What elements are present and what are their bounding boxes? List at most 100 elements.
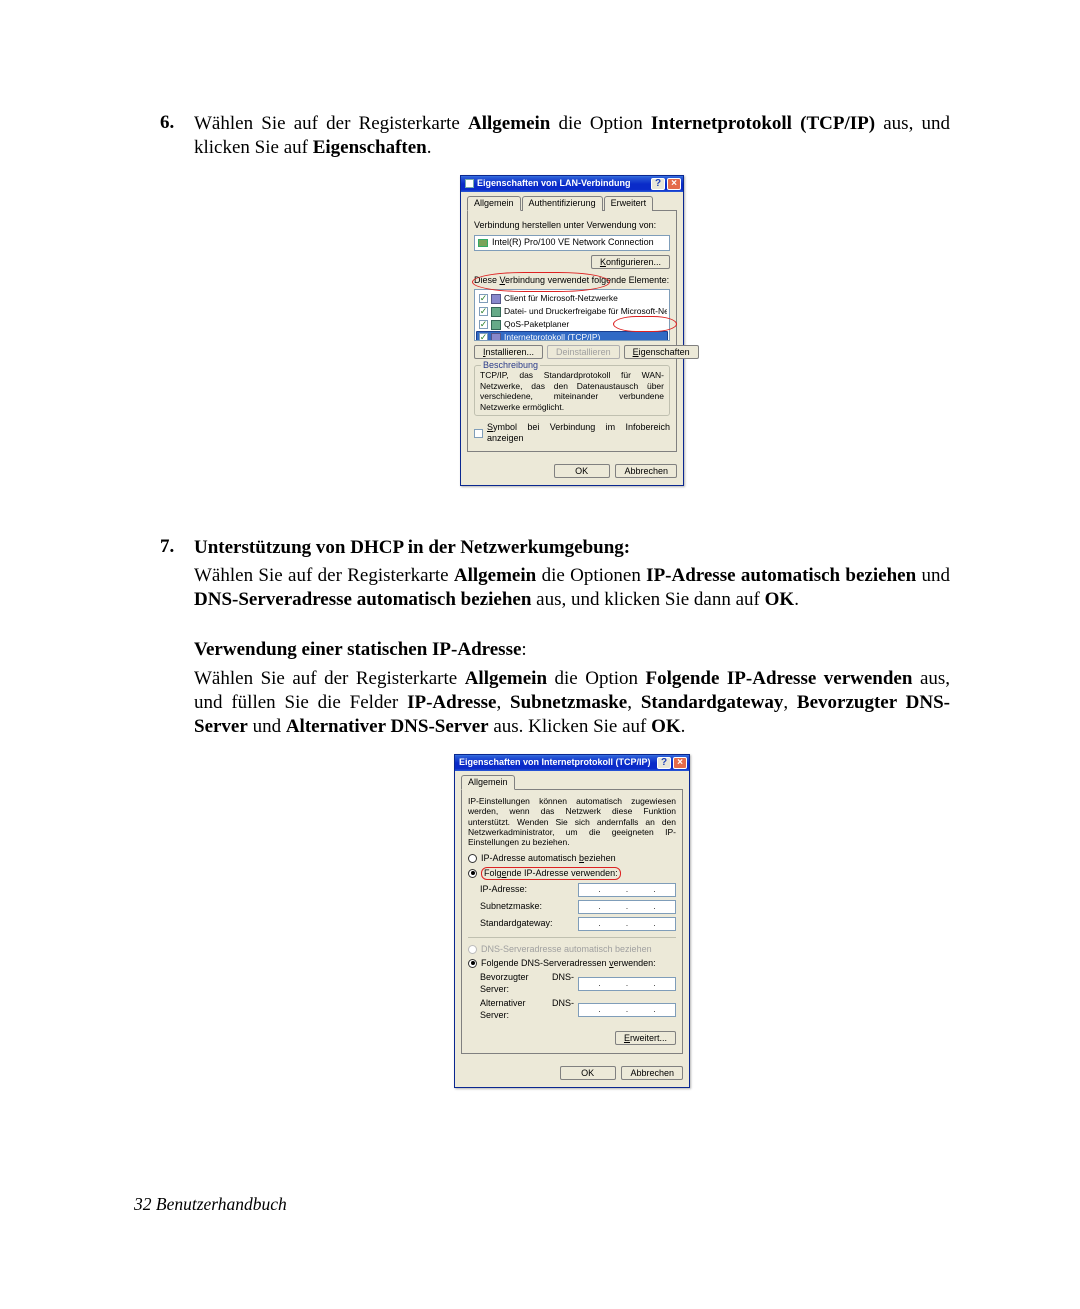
preferred-dns-input[interactable]: . . . — [578, 977, 676, 991]
step-7-subheading: Verwendung einer statischen IP-Adresse — [194, 639, 521, 660]
bold: IP-Adresse automatisch beziehen — [646, 565, 916, 586]
tab-allgemein[interactable]: Allgemein — [467, 196, 521, 212]
tab-panel: Verbindung herstellen unter Verwendung v… — [467, 210, 677, 452]
subnet-mask-input[interactable]: . . . — [578, 900, 676, 914]
bold: OK — [765, 589, 795, 610]
list-item-label: Internetprotokoll (TCP/IP) — [504, 332, 600, 341]
radio-label: DNS-Serveradresse automatisch beziehen — [481, 944, 652, 956]
bold: Folgende IP-Adresse verwenden — [646, 668, 913, 689]
step-7-heading: Unterstützung von DHCP in der Netzwerkum… — [194, 537, 630, 558]
ok-button[interactable]: OK — [560, 1066, 616, 1080]
dns1-label: Bevorzugter DNS-Server: — [480, 972, 574, 995]
radio-static-dns[interactable]: Folgende DNS-Serveradressen verwenden: — [468, 958, 676, 970]
tab-strip: Allgemein Authentifizierung Erweitert — [467, 196, 677, 212]
alternate-dns-input[interactable]: . . . — [578, 1003, 676, 1017]
close-button[interactable]: × — [667, 178, 681, 190]
ok-button[interactable]: OK — [554, 464, 610, 478]
description-legend: Beschreibung — [481, 360, 540, 372]
component-icon — [491, 307, 501, 317]
titlebar: Eigenschaften von LAN-Verbindung ? × — [461, 176, 683, 192]
uses-label: Diese Verbindung verwendet folgende Elem… — [474, 275, 670, 287]
text: die Optionen — [542, 565, 647, 586]
checkbox-icon[interactable]: ✓ — [479, 320, 488, 329]
nic-icon — [478, 239, 488, 247]
bold: Allgemein — [454, 565, 536, 586]
step-6: 6. Wählen Sie auf der Registerkarte Allg… — [160, 112, 950, 514]
bold: OK — [651, 716, 681, 737]
dialog-buttons: OK Abbrechen — [461, 458, 683, 485]
components-list[interactable]: ✓ Client für Microsoft-Netzwerke ✓ Datei… — [474, 289, 670, 341]
radio-label: Folgende IP-Adresse verwenden: — [481, 867, 621, 881]
radio-auto-ip[interactable]: IP-Adresse automatisch beziehen — [468, 853, 676, 865]
bold: Subnetzmaske — [510, 692, 627, 713]
description-text: TCP/IP, das Standardprotokoll für WAN-Ne… — [480, 370, 664, 413]
text: aus. Klicken Sie auf — [493, 716, 651, 737]
bold: Internetprotokoll (TCP/IP) — [651, 113, 875, 134]
tab-panel: IP-Einstellungen können automatisch zuge… — [461, 789, 683, 1054]
close-button[interactable]: × — [673, 757, 687, 769]
window-title: Eigenschaften von Internetprotokoll (TCP… — [459, 757, 651, 769]
checkbox-icon[interactable]: ✓ — [479, 294, 488, 303]
checkbox-icon[interactable]: ✓ — [479, 307, 488, 316]
step-7: 7. Unterstützung von DHCP in der Netzwer… — [160, 536, 950, 1117]
step-6-body: Wählen Sie auf der Registerkarte Allgeme… — [194, 112, 950, 514]
radio-label: IP-Adresse automatisch beziehen — [481, 853, 616, 865]
list-item-selected[interactable]: ✓ Internetprotokoll (TCP/IP) — [476, 331, 668, 341]
text: Wählen Sie auf der Registerkarte — [194, 113, 468, 134]
cancel-button[interactable]: Abbrechen — [621, 1066, 683, 1080]
help-button[interactable]: ? — [651, 178, 665, 190]
checkbox-icon[interactable]: ✓ — [479, 333, 488, 341]
ip-address-input[interactable]: . . . — [578, 883, 676, 897]
text: die Option — [555, 668, 646, 689]
text: Wählen Sie auf der Registerkarte — [194, 565, 454, 586]
dialog-buttons: OK Abbrechen — [455, 1060, 689, 1087]
lan-properties-dialog: Eigenschaften von LAN-Verbindung ? × All… — [460, 175, 684, 486]
adapter-field[interactable]: Intel(R) Pro/100 VE Network Connection — [474, 235, 670, 251]
text: . — [427, 137, 432, 158]
advanced-button[interactable]: Erweitert... — [615, 1031, 676, 1045]
radio-icon — [468, 854, 477, 863]
text: die Option — [559, 113, 651, 134]
bold: Eigenschaften — [313, 137, 427, 158]
text: aus, und klicken Sie dann auf — [536, 589, 764, 610]
radio-static-ip[interactable]: Folgende IP-Adresse verwenden: — [468, 867, 676, 881]
install-button[interactable]: Installieren... — [474, 345, 543, 359]
titlebar: Eigenschaften von Internetprotokoll (TCP… — [455, 755, 689, 771]
list-item-label: QoS-Paketplaner — [504, 319, 569, 330]
configure-button[interactable]: Konfigurieren... — [591, 255, 670, 269]
radio-auto-dns: DNS-Serveradresse automatisch beziehen — [468, 944, 676, 956]
list-item[interactable]: ✓ Datei- und Druckerfreigabe für Microso… — [476, 305, 668, 318]
gateway-label: Standardgateway: — [480, 918, 574, 930]
bold: DNS-Serveradresse automatisch beziehen — [194, 589, 531, 610]
list-item[interactable]: ✓ Client für Microsoft-Netzwerke — [476, 292, 668, 305]
properties-button[interactable]: Eigenschaften — [624, 345, 699, 359]
info-paragraph: IP-Einstellungen können automatisch zuge… — [468, 796, 676, 847]
adapter-name: Intel(R) Pro/100 VE Network Connection — [492, 237, 654, 249]
radio-icon — [468, 945, 477, 954]
radio-icon — [468, 959, 477, 968]
document-page: 6. Wählen Sie auf der Registerkarte Allg… — [0, 0, 1080, 1198]
text: , — [783, 692, 797, 713]
description-group: Beschreibung TCP/IP, das Standardprotoko… — [474, 365, 670, 416]
gateway-input[interactable]: . . . — [578, 917, 676, 931]
step-number: 7. — [160, 536, 194, 1117]
bold: Standardgateway — [641, 692, 784, 713]
tab-authentifizierung[interactable]: Authentifizierung — [522, 196, 603, 212]
page-footer: 32 Benutzerhandbuch — [134, 1194, 287, 1215]
list-item[interactable]: ✓ QoS-Paketplaner — [476, 318, 668, 331]
tab-erweitert[interactable]: Erweitert — [604, 196, 654, 212]
step-7-body: Unterstützung von DHCP in der Netzwerkum… — [194, 536, 950, 1117]
radio-icon — [468, 869, 477, 878]
mask-label: Subnetzmaske: — [480, 901, 574, 913]
step-number: 6. — [160, 112, 194, 514]
tab-allgemein[interactable]: Allgemein — [461, 775, 515, 791]
dialog-body: Allgemein Authentifizierung Erweitert Ve… — [461, 192, 683, 458]
help-button[interactable]: ? — [657, 757, 671, 769]
text: , — [496, 692, 510, 713]
show-icon-checkbox[interactable] — [474, 429, 483, 438]
window-title: Eigenschaften von LAN-Verbindung — [477, 178, 631, 190]
list-item-label: Datei- und Druckerfreigabe für Microsoft… — [504, 306, 668, 317]
text: . — [681, 716, 686, 737]
component-icon — [491, 333, 501, 341]
cancel-button[interactable]: Abbrechen — [615, 464, 677, 478]
